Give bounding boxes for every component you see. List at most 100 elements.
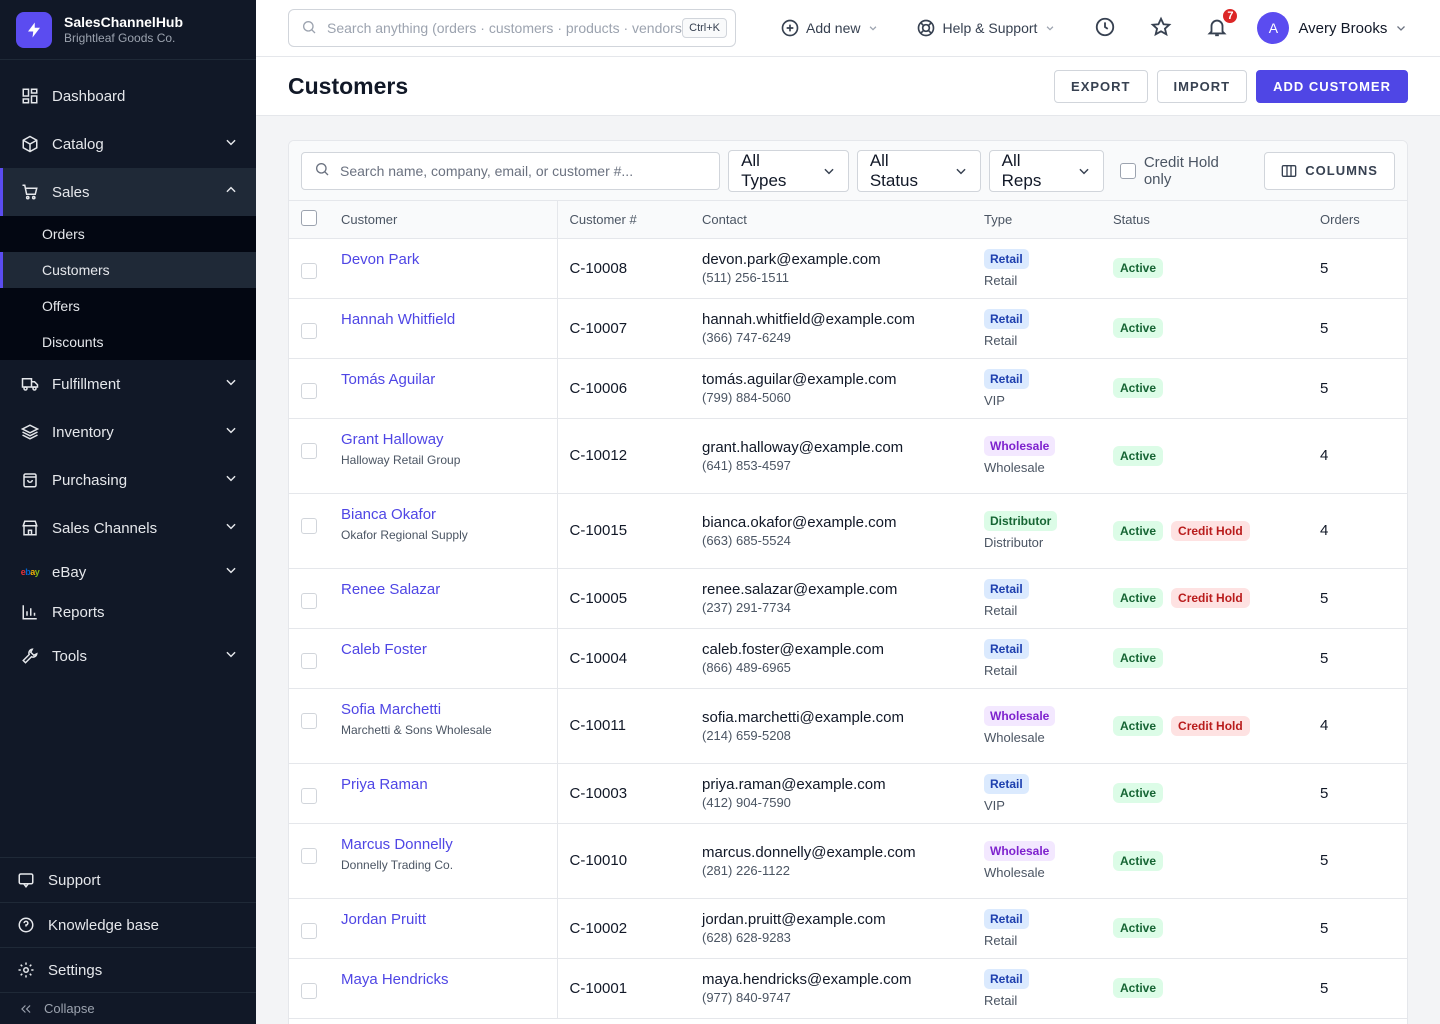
row-checkbox[interactable] — [301, 517, 317, 534]
import-button[interactable]: IMPORT — [1156, 69, 1248, 103]
nav-inventory[interactable]: Inventory — [0, 408, 256, 456]
collapse-sidebar-button[interactable]: Collapse — [0, 992, 256, 1024]
chevron-down-icon[interactable] — [224, 471, 238, 489]
status-cell: Active — [1101, 418, 1308, 494]
nav-orders[interactable]: Orders — [42, 226, 85, 242]
row-checkbox[interactable] — [301, 652, 317, 669]
col-type[interactable]: Type — [972, 201, 1101, 239]
row-checkbox[interactable] — [301, 442, 317, 459]
table-row[interactable]: Caleb Foster C-10004 caleb.foster@example.… — [289, 628, 1407, 689]
nav-discounts[interactable]: Discounts — [42, 334, 104, 350]
nav-purchasing[interactable]: Purchasing — [0, 456, 256, 504]
nav-catalog[interactable]: Catalog — [0, 120, 256, 168]
history-button[interactable] — [1093, 16, 1117, 40]
customer-name-link[interactable]: Tomás Aguilar — [341, 370, 436, 388]
columns-button[interactable]: COLUMNS — [1264, 151, 1395, 190]
chevron-down-icon[interactable] — [224, 519, 238, 537]
table-row[interactable]: Sofia Marchetti Marchetti & Sons Wholesal… — [289, 688, 1407, 764]
row-checkbox[interactable] — [301, 712, 317, 729]
chevron-up-icon[interactable] — [224, 183, 238, 201]
row-checkbox[interactable] — [301, 982, 317, 999]
global-search-input[interactable] — [327, 20, 683, 36]
user-menu[interactable]: A Avery Brooks — [1257, 12, 1407, 44]
nav-settings[interactable]: Settings — [0, 947, 256, 992]
type-cell: Retail Retail — [972, 568, 1101, 629]
customer-name-link[interactable]: Caleb Foster — [341, 640, 427, 658]
nav-customers[interactable]: Customers — [0, 252, 256, 288]
col-orders[interactable]: Orders — [1308, 201, 1407, 239]
table-row[interactable]: Hannah Whitfield C-10007 hannah.whitfield@… — [289, 298, 1407, 359]
contact-phone: (511) 256-1511 — [702, 270, 789, 285]
chevron-down-icon[interactable] — [224, 135, 238, 153]
select-all-cell — [289, 201, 329, 239]
nav-fulfillment[interactable]: Fulfillment — [0, 360, 256, 408]
nav-offers[interactable]: Offers — [42, 298, 80, 314]
nav-support[interactable]: Support — [0, 857, 256, 902]
rep-filter[interactable]: All Reps — [988, 149, 1105, 192]
help-support-menu[interactable]: Help & Support — [916, 18, 1055, 38]
table-row[interactable]: Grant Halloway Halloway Retail Group C-100… — [289, 418, 1407, 494]
favorites-button[interactable] — [1149, 16, 1173, 40]
chevron-down-icon[interactable] — [224, 563, 238, 581]
table-row[interactable]: Tomás Aguilar C-10006 tomás.aguilar@exampl… — [289, 358, 1407, 419]
col-contact[interactable]: Contact — [690, 201, 972, 239]
col-status[interactable]: Status — [1101, 201, 1308, 239]
nav-reports[interactable]: Reports — [0, 592, 256, 632]
table-row[interactable]: Bianca Okafor Okafor Regional Supply C-100… — [289, 493, 1407, 569]
chevron-down-icon[interactable] — [224, 647, 238, 665]
table-row[interactable]: Maya Hendricks C-10001 maya.hendricks@exam… — [289, 958, 1407, 1019]
row-checkbox[interactable] — [301, 592, 317, 609]
nav-dashboard[interactable]: Dashboard — [0, 72, 256, 120]
customer-search-input[interactable] — [340, 162, 708, 179]
brand[interactable]: SalesChannelHub Brightleaf Goods Co. — [0, 0, 256, 60]
type-filter[interactable]: All Types — [728, 149, 849, 192]
customer-name-link[interactable]: Marcus Donnelly — [341, 835, 453, 853]
credit-hold-filter[interactable]: Credit Hold only — [1120, 154, 1248, 188]
topbar: Ctrl+K Add new Help & Support 7 A Avery … — [256, 0, 1440, 57]
chevron-down-icon[interactable] — [224, 423, 238, 441]
table-row[interactable]: Devon Park C-10008 devon.park@example.com (… — [289, 238, 1407, 299]
select-all-checkbox[interactable] — [301, 209, 317, 226]
nav-knowledge-base[interactable]: Knowledge base — [0, 902, 256, 947]
customer-name-link[interactable]: Sofia Marchetti — [341, 700, 442, 718]
col-customer-number[interactable]: Customer # — [557, 201, 690, 239]
contact-cell: jordan.pruitt@example.com (628) 628-9283 — [690, 898, 972, 959]
customer-name-link[interactable]: Priya Raman — [341, 775, 428, 793]
status-badge: Active — [1113, 378, 1164, 398]
nav-tools[interactable]: Tools — [0, 632, 256, 680]
table-row[interactable]: Marcus Donnelly Donnelly Trading Co. C-100… — [289, 823, 1407, 899]
row-select-cell — [289, 763, 329, 824]
row-checkbox[interactable] — [301, 787, 317, 804]
status-filter[interactable]: All Status — [856, 149, 981, 192]
customer-name-link[interactable]: Renee Salazar — [341, 580, 441, 598]
col-customer[interactable]: Customer — [329, 201, 558, 239]
credit-hold-checkbox[interactable] — [1120, 162, 1136, 179]
customer-search[interactable] — [301, 151, 721, 190]
export-button[interactable]: EXPORT — [1054, 69, 1148, 103]
customer-name-link[interactable]: Grant Halloway — [341, 430, 444, 448]
row-checkbox[interactable] — [301, 922, 317, 939]
row-checkbox[interactable] — [301, 262, 317, 279]
add-new-menu[interactable]: Add new — [780, 18, 878, 38]
type-badge: Wholesale — [984, 706, 1056, 726]
customer-name-link[interactable]: Maya Hendricks — [341, 970, 449, 988]
nav-sales-channels[interactable]: Sales Channels — [0, 504, 256, 552]
customer-name-link[interactable]: Devon Park — [341, 250, 420, 268]
row-checkbox[interactable] — [301, 382, 317, 399]
add-customer-button[interactable]: ADD CUSTOMER — [1256, 69, 1408, 103]
global-search[interactable]: Ctrl+K — [288, 9, 736, 47]
nav-sales[interactable]: Sales — [0, 168, 256, 216]
search-icon — [314, 161, 330, 180]
contact-phone: (663) 685-5524 — [702, 532, 791, 548]
table-row[interactable]: Renee Salazar C-10005 renee.salazar@exampl… — [289, 568, 1407, 629]
row-checkbox[interactable] — [301, 322, 317, 339]
customer-name-link[interactable]: Bianca Okafor — [341, 505, 437, 523]
table-row[interactable]: Jordan Pruitt C-10002 jordan.pruitt@exampl… — [289, 898, 1407, 959]
notifications-button[interactable]: 7 — [1205, 7, 1240, 40]
row-checkbox[interactable] — [301, 847, 317, 864]
table-row[interactable]: Priya Raman C-10003 priya.raman@example.co… — [289, 763, 1407, 824]
customer-name-link[interactable]: Hannah Whitfield — [341, 310, 456, 328]
customer-name-link[interactable]: Jordan Pruitt — [341, 910, 427, 928]
chevron-down-icon[interactable] — [224, 375, 238, 393]
